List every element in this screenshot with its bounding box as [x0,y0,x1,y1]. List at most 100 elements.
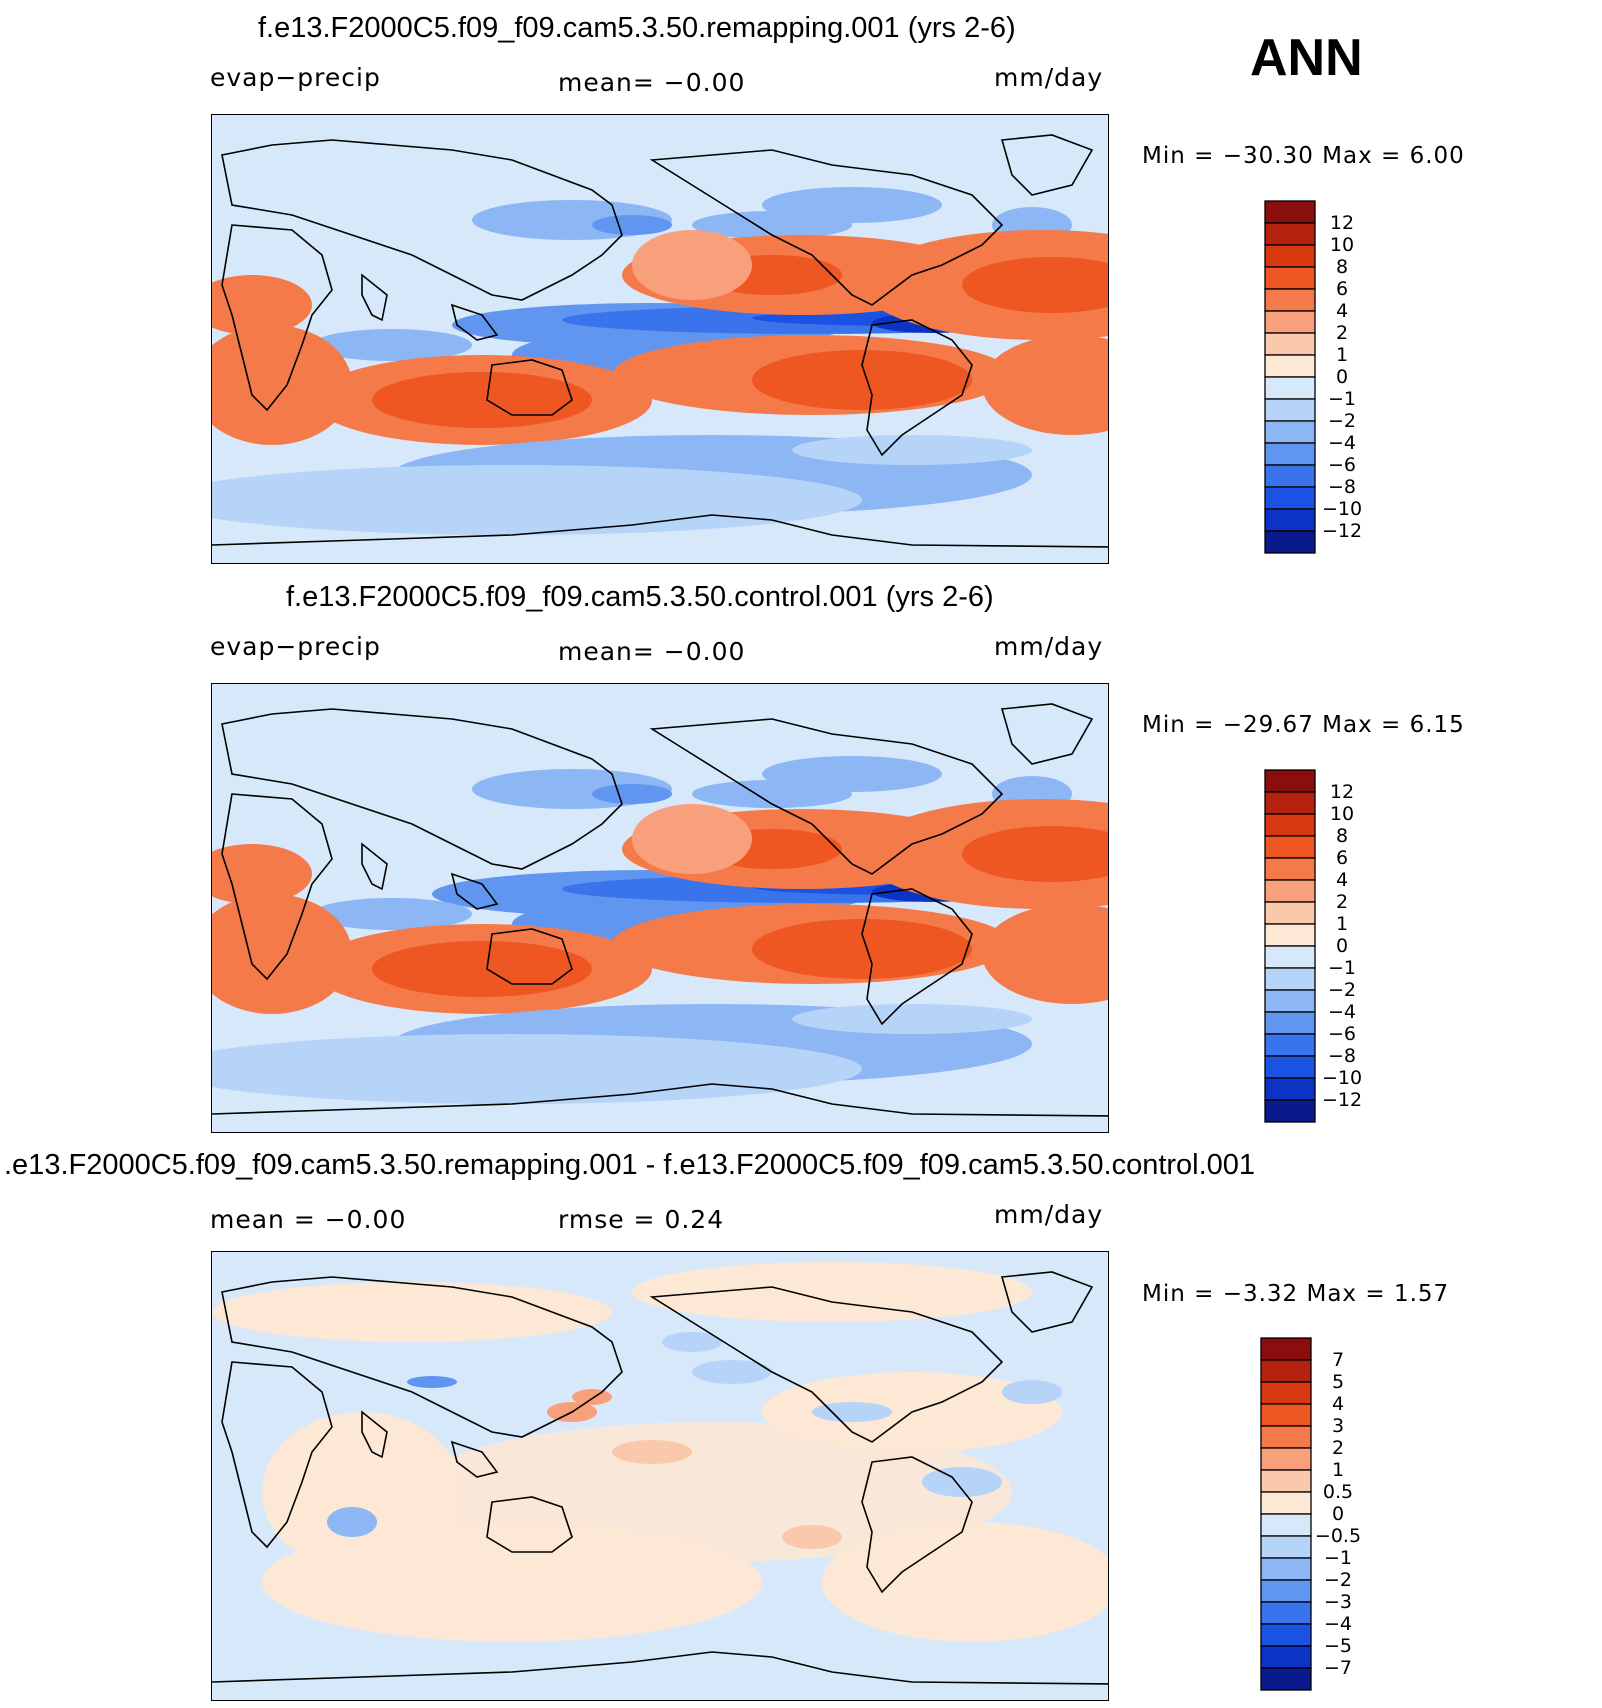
panel-2-units-label: mm/day [994,632,1104,661]
colorbar-swatch [1260,1535,1312,1559]
coastline [486,359,573,416]
colorbar-swatch [1264,530,1316,554]
coastline [649,149,1004,306]
colorbar-tick-label: −12 [1322,1089,1362,1111]
coastline [212,1083,1108,1117]
colorbar-swatch [1264,813,1316,837]
coastline [1000,134,1094,196]
coastline [450,1440,499,1478]
coastline [221,793,333,981]
colorbar-swatch [1260,1645,1312,1669]
contour-region [792,1004,1032,1034]
colorbar-tick-label: 0 [1332,1503,1344,1525]
colorbar-tick-label: 6 [1336,847,1348,869]
colorbar-tick-label: 2 [1332,1437,1344,1459]
contour-region [692,780,852,808]
coastline [221,1361,333,1549]
contour-region [572,1389,612,1405]
contour-region [312,329,472,361]
colorbar-tick-label: 1 [1336,344,1348,366]
contour-region [922,1467,1002,1497]
coastline [361,1410,388,1459]
colorbar-tick-label: 8 [1336,256,1348,278]
colorbar-tick-label: −3 [1324,1591,1352,1613]
panel-1-minmax: Min = −30.30 Max = 6.00 [1142,143,1465,169]
colorbar-swatch [1264,1033,1316,1057]
contour-region [692,211,852,239]
colorbar-tick-label: 4 [1332,1393,1344,1415]
colorbar-tick-label: 2 [1336,322,1348,344]
contour-region [212,894,352,1014]
colorbar-tick-label: 12 [1330,781,1354,803]
colorbar-swatch [1264,398,1316,422]
colorbar-swatch [1264,332,1316,356]
colorbar-tick-label: −4 [1324,1613,1352,1635]
panel-1-variable-label: evap−precip [210,63,381,92]
colorbar-tick-label: −6 [1328,454,1356,476]
colorbar-tick-label: 8 [1336,825,1348,847]
colorbar-tick-label: −10 [1322,498,1362,520]
colorbar-tick-label: −8 [1328,476,1356,498]
colorbar-swatch [1260,1667,1312,1691]
contour-region [212,325,352,445]
coastline [861,319,973,457]
coastline [221,139,623,301]
panel-3-colorbar: 7 5 4 3 2 1 0.5 0 −0.5 −1 −2 −3 −4 −5 −7 [1260,1337,1400,1691]
colorbar-tick-label: −0.5 [1315,1525,1361,1547]
contour-region [752,919,972,979]
colorbar-tick-label: 0 [1336,366,1348,388]
colorbar-tick-label: −1 [1324,1547,1352,1569]
panel-1-mean-label: mean= −0.00 [558,68,746,97]
colorbar-swatch [1264,244,1316,268]
colorbar-swatch [1264,1055,1316,1079]
coastline [486,1496,573,1553]
colorbar-tick-label: 3 [1332,1415,1344,1437]
contour-region [812,1402,892,1422]
panel-2-colorbar: 12 10 8 6 4 2 1 0 −1 −2 −4 −6 −8 −10 −12 [1264,769,1404,1123]
colorbar-swatch [1264,376,1316,400]
colorbar-swatch [1264,989,1316,1013]
colorbar-swatch [1264,967,1316,991]
contour-region [982,904,1108,1004]
contour-region [312,898,472,930]
colorbar-swatch [1264,879,1316,903]
colorbar-swatch [1264,354,1316,378]
contour-region [212,844,312,904]
colorbar-tick-label: −2 [1328,410,1356,432]
colorbar-tick-label: 7 [1332,1349,1344,1371]
contour-region [962,257,1108,313]
colorbar-tick-label: 0 [1336,935,1348,957]
colorbar-tick-label: 2 [1336,891,1348,913]
colorbar-swatch [1260,1447,1312,1471]
colorbar-tick-label: −5 [1324,1635,1352,1657]
colorbar-tick-label: 4 [1336,300,1348,322]
map-svg [212,1252,1108,1700]
contour-region [962,826,1108,882]
contour-region [372,372,592,428]
colorbar-swatch [1264,420,1316,444]
coastline [649,718,1004,875]
colorbar-swatch [1260,1359,1312,1383]
colorbar-tick-label: 0.5 [1323,1481,1353,1503]
colorbar-swatch [1264,1077,1316,1101]
colorbar-tick-label: −10 [1322,1067,1362,1089]
colorbar-swatch [1264,857,1316,881]
contour-region [212,1034,862,1104]
panel-3-units-label: mm/day [994,1200,1104,1229]
colorbar-swatch [1260,1403,1312,1427]
colorbar-tick-label: 1 [1332,1459,1344,1481]
colorbar-swatch [1264,835,1316,859]
colorbar-swatch [1264,486,1316,510]
panel-2-mean-label: mean= −0.00 [558,637,746,666]
colorbar-swatch [1260,1557,1312,1581]
colorbar-tick-label: 10 [1330,803,1354,825]
colorbar-swatch [1260,1513,1312,1537]
colorbar-swatch [1264,266,1316,290]
panel-3-mean-label: mean = −0.00 [210,1205,407,1234]
colorbar-tick-label: 4 [1336,869,1348,891]
contour-region [632,230,752,300]
colorbar-swatch [1264,310,1316,334]
panel-2-title: f.e13.F2000C5.f09_f09.cam5.3.50.control.… [286,581,994,613]
